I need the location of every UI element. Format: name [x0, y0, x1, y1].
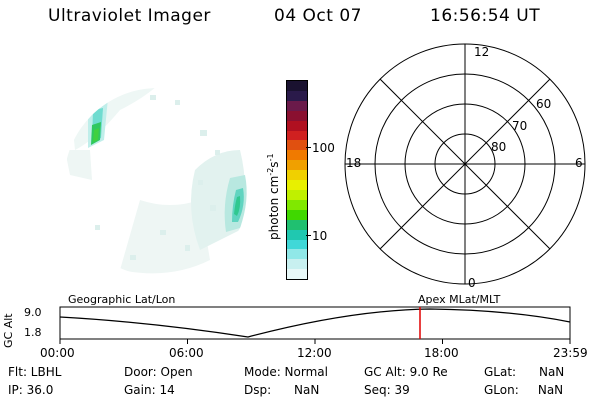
ip-value: IP: 36.0 [8, 383, 54, 397]
mlt-label-18: 18 [346, 156, 362, 170]
colorbar-swatch [287, 160, 307, 171]
colorbar-swatch [287, 259, 307, 270]
colorbar-swatch [287, 209, 307, 220]
glon-value: GLon: NaN [484, 383, 564, 397]
colorbar-swatch [287, 170, 307, 181]
colorbar-swatch [287, 90, 307, 101]
colorbar-swatch [287, 130, 307, 141]
door-status: Door: Open [124, 365, 193, 379]
instrument-title: Ultraviolet Imager [48, 6, 211, 26]
mlat-label-80: 80 [491, 140, 507, 154]
colorbar-tick-10: 10 [312, 229, 328, 243]
observation-time: 16:56:54 UT [430, 6, 541, 26]
timeline-xtick-0000: 00:00 [40, 346, 75, 360]
timeline-left-title: Geographic Lat/Lon [68, 293, 176, 306]
intensity-colorbar [286, 80, 308, 280]
gain-value: Gain: 14 [124, 383, 175, 397]
gc-alt-value: GC Alt: 9.0 Re [364, 365, 448, 379]
altitude-curve [59, 308, 571, 338]
colorbar-swatch [287, 140, 307, 151]
timeline-xtick-1800: 18:00 [424, 346, 459, 360]
timeline-xtick-2359: 23:59 [553, 346, 588, 360]
mlat-label-70: 70 [512, 119, 528, 133]
colorbar-swatch [287, 81, 307, 91]
timeline-ytick-min: 1.8 [24, 326, 42, 339]
colorbar-swatch [287, 110, 307, 121]
observation-date: 04 Oct 07 [274, 6, 362, 26]
colorbar-swatch [287, 239, 307, 250]
colorbar-swatch [287, 199, 307, 210]
filter-value: Flt: LBHL [8, 365, 62, 379]
glat-value: GLat: NaN [484, 365, 565, 379]
colorbar-swatch [287, 229, 307, 240]
mlt-label-0: 0 [468, 276, 476, 290]
colorbar-swatch [287, 120, 307, 131]
mlat-label-60: 60 [536, 97, 552, 111]
timeline-right-title: Apex MLat/MLT [418, 293, 501, 306]
timeline-xtick-0600: 06:00 [169, 346, 204, 360]
colorbar-swatch [287, 249, 307, 260]
colorbar-swatch [287, 180, 307, 190]
mode-value: Mode: Normal [244, 365, 328, 379]
colorbar-swatch [287, 269, 307, 280]
mlt-label-6: 6 [575, 156, 583, 170]
colorbar-tick-100: 100 [312, 141, 335, 155]
colorbar-swatch [287, 189, 307, 200]
colorbar-swatch [287, 150, 307, 161]
colorbar-swatch [287, 219, 307, 230]
colorbar-swatch [287, 100, 307, 111]
timeline-xtick-1200: 12:00 [297, 346, 332, 360]
mlt-label-12: 12 [474, 45, 490, 59]
timeline-ytick-max: 9.0 [24, 306, 42, 319]
dsp-value: Dsp: NaN [244, 383, 320, 397]
seq-value: Seq: 39 [364, 383, 410, 397]
